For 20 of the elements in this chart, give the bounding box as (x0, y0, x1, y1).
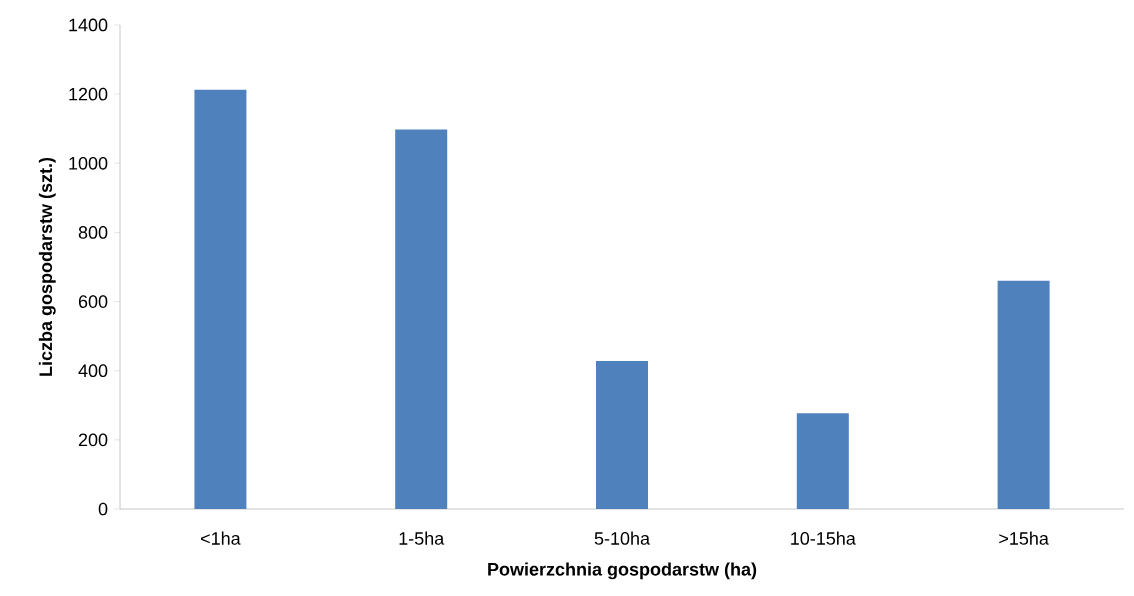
x-axis-title: Powierzchnia gospodarstw (ha) (488, 562, 757, 580)
x-tick-label: 1-5ha (399, 531, 445, 545)
y-tick-label: 1200 (69, 87, 108, 101)
x-tick-label: 5-10ha (594, 531, 651, 545)
y-tick-label: 600 (78, 295, 108, 308)
bar (395, 129, 448, 509)
y-tick-label: 400 (78, 364, 108, 378)
y-tick-label: 0 (98, 502, 108, 516)
y-tick-label: 200 (78, 433, 108, 447)
y-axis-title: Liczba gospodarstw (szt.) (38, 157, 56, 376)
x-tick-label: <1ha (201, 531, 241, 545)
y-tick-label: 1400 (69, 18, 108, 32)
bar (796, 413, 849, 509)
bar (997, 280, 1050, 509)
x-tick-label: >15ha (999, 531, 1049, 545)
y-tick-label: 1000 (69, 156, 108, 170)
y-tick-label: 800 (78, 226, 108, 239)
bar (596, 361, 649, 509)
x-tick-label: 10-15ha (791, 531, 856, 545)
bar (194, 89, 247, 509)
